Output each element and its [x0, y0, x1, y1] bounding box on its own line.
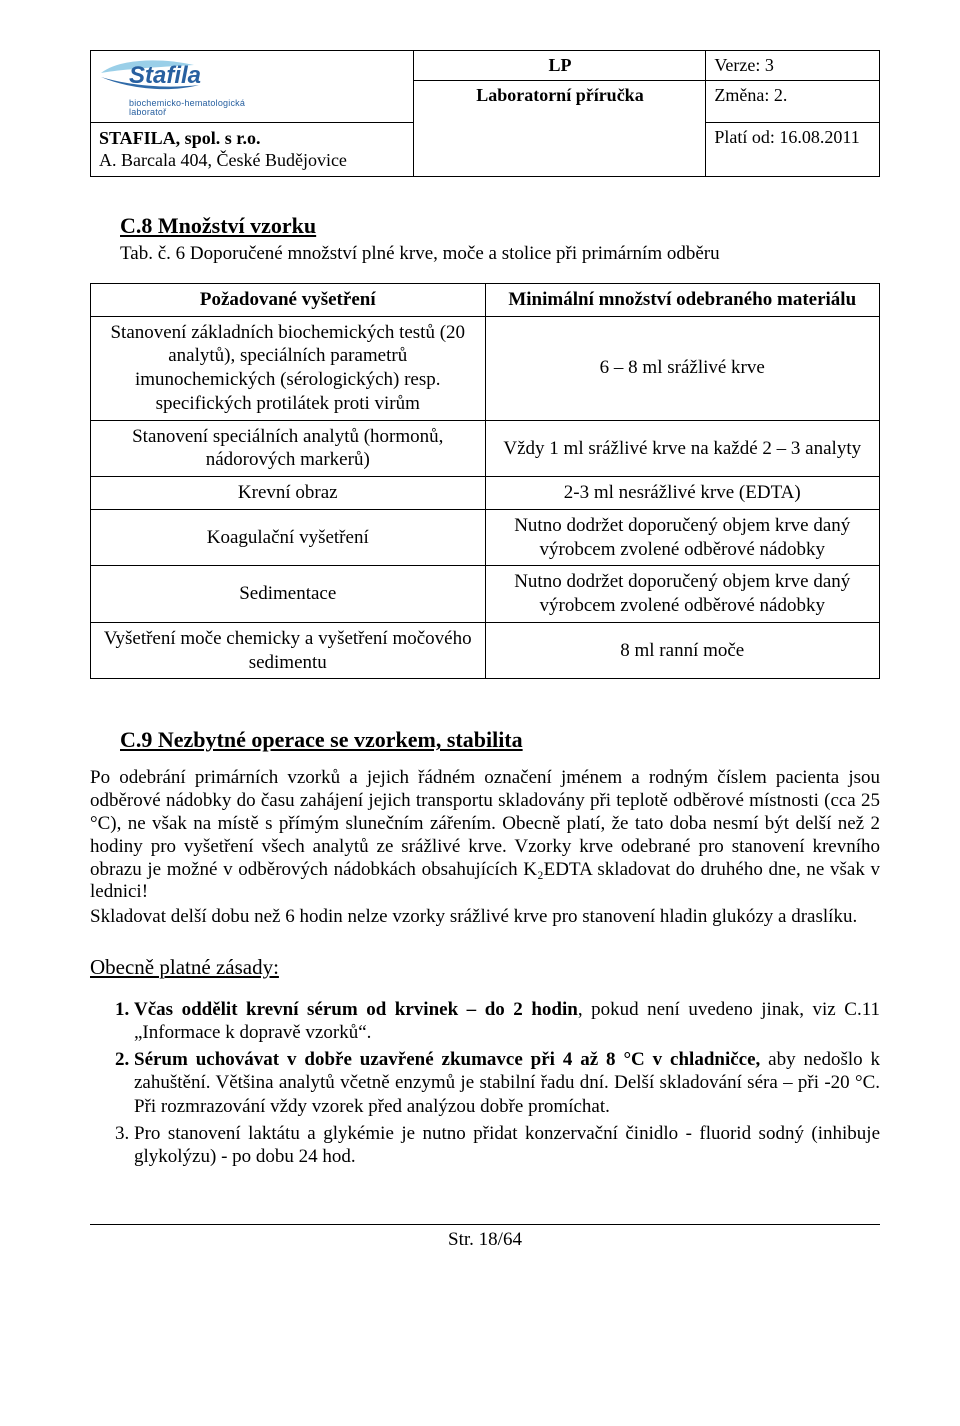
section-c9-title: C.9 Nezbytné operace se vzorkem, stabili… [120, 727, 880, 753]
header-version: Verze: 3 [706, 51, 880, 81]
header-change: Změna: 2. [706, 81, 880, 123]
footer-divider [90, 1224, 880, 1225]
table-row: Stanovení speciálních analytů (hormonů, … [91, 420, 880, 477]
section-c8-tabline: Tab. č. 6 Doporučené množství plné krve,… [120, 243, 880, 265]
rules-list: Včas oddělit krevní sérum od krvinek – d… [90, 998, 880, 1168]
cell-exam: Koagulační vyšetření [91, 509, 486, 566]
table-row: Koagulační vyšetření Nutno dodržet dopor… [91, 509, 880, 566]
company-line-1: STAFILA, spol. s r.o. [99, 127, 405, 150]
c9-paragraph-2: Skladovat delší dobu než 6 hodin nelze v… [90, 906, 880, 929]
table-row: Sedimentace Nutno dodržet doporučený obj… [91, 566, 880, 623]
header-manual-title: Laboratorní příručka [414, 81, 706, 177]
section-c8-title: C.8 Množství vzorku [120, 213, 880, 239]
header-valid-from: Platí od: 16.08.2011 [706, 122, 880, 176]
logo-text: Stafila [129, 62, 201, 89]
rule-bold: Sérum uchovávat v dobře uzavřené zkumavc… [134, 1049, 760, 1070]
cell-amount: 6 – 8 ml srážlivé krve [485, 316, 880, 420]
table-row: Krevní obraz 2-3 ml nesrážlivé krve (EDT… [91, 477, 880, 510]
cell-exam: Vyšetření moče chemicky a vyšetření močo… [91, 622, 486, 679]
cell-exam: Stanovení speciálních analytů (hormonů, … [91, 420, 486, 477]
cell-amount: Nutno dodržet doporučený objem krve daný… [485, 509, 880, 566]
table-row: Stanovení základních biochemických testů… [91, 316, 880, 420]
stafila-logo-icon: Stafila [99, 55, 259, 99]
header-lp: LP [414, 51, 706, 81]
company-line-2: A. Barcala 404, České Budějovice [99, 149, 405, 172]
table-row: Vyšetření moče chemicky a vyšetření močo… [91, 622, 880, 679]
cell-amount: 2-3 ml nesrážlivé krve (EDTA) [485, 477, 880, 510]
cell-exam: Stanovení základních biochemických testů… [91, 316, 486, 420]
table-header-row: Požadované vyšetření Minimální množství … [91, 283, 880, 316]
cell-amount: Nutno dodržet doporučený objem krve daný… [485, 566, 880, 623]
c9-paragraph-1: Po odebrání primárních vzorků a jejich ř… [90, 767, 880, 904]
rule-rest: Pro stanovení laktátu a glykémie je nutn… [134, 1123, 880, 1167]
col-header-1: Požadované vyšetření [91, 283, 486, 316]
c9-subheading: Obecně platné zásady: [90, 955, 880, 980]
page: Stafila biochemicko-hematologická labora… [0, 0, 960, 1426]
logo-cell: Stafila biochemicko-hematologická labora… [91, 51, 414, 123]
footer-page: Str. 18/64 [90, 1229, 880, 1251]
cell-amount: 8 ml ranní moče [485, 622, 880, 679]
company-cell: STAFILA, spol. s r.o. A. Barcala 404, Če… [91, 122, 414, 176]
rule-item: Včas oddělit krevní sérum od krvinek – d… [134, 998, 880, 1044]
doc-header-table: Stafila biochemicko-hematologická labora… [90, 50, 880, 177]
rule-bold: Včas oddělit krevní sérum od krvinek – d… [134, 999, 578, 1020]
cell-exam: Sedimentace [91, 566, 486, 623]
cell-amount: Vždy 1 ml srážlivé krve na každé 2 – 3 a… [485, 420, 880, 477]
rule-item: Pro stanovení laktátu a glykémie je nutn… [134, 1122, 880, 1168]
col-header-2: Minimální množství odebraného materiálu [485, 283, 880, 316]
rule-item: Sérum uchovávat v dobře uzavřené zkumavc… [134, 1048, 880, 1118]
cell-exam: Krevní obraz [91, 477, 486, 510]
requirements-table: Požadované vyšetření Minimální množství … [90, 283, 880, 680]
logo-subtitle-2: laboratoř [99, 108, 405, 117]
